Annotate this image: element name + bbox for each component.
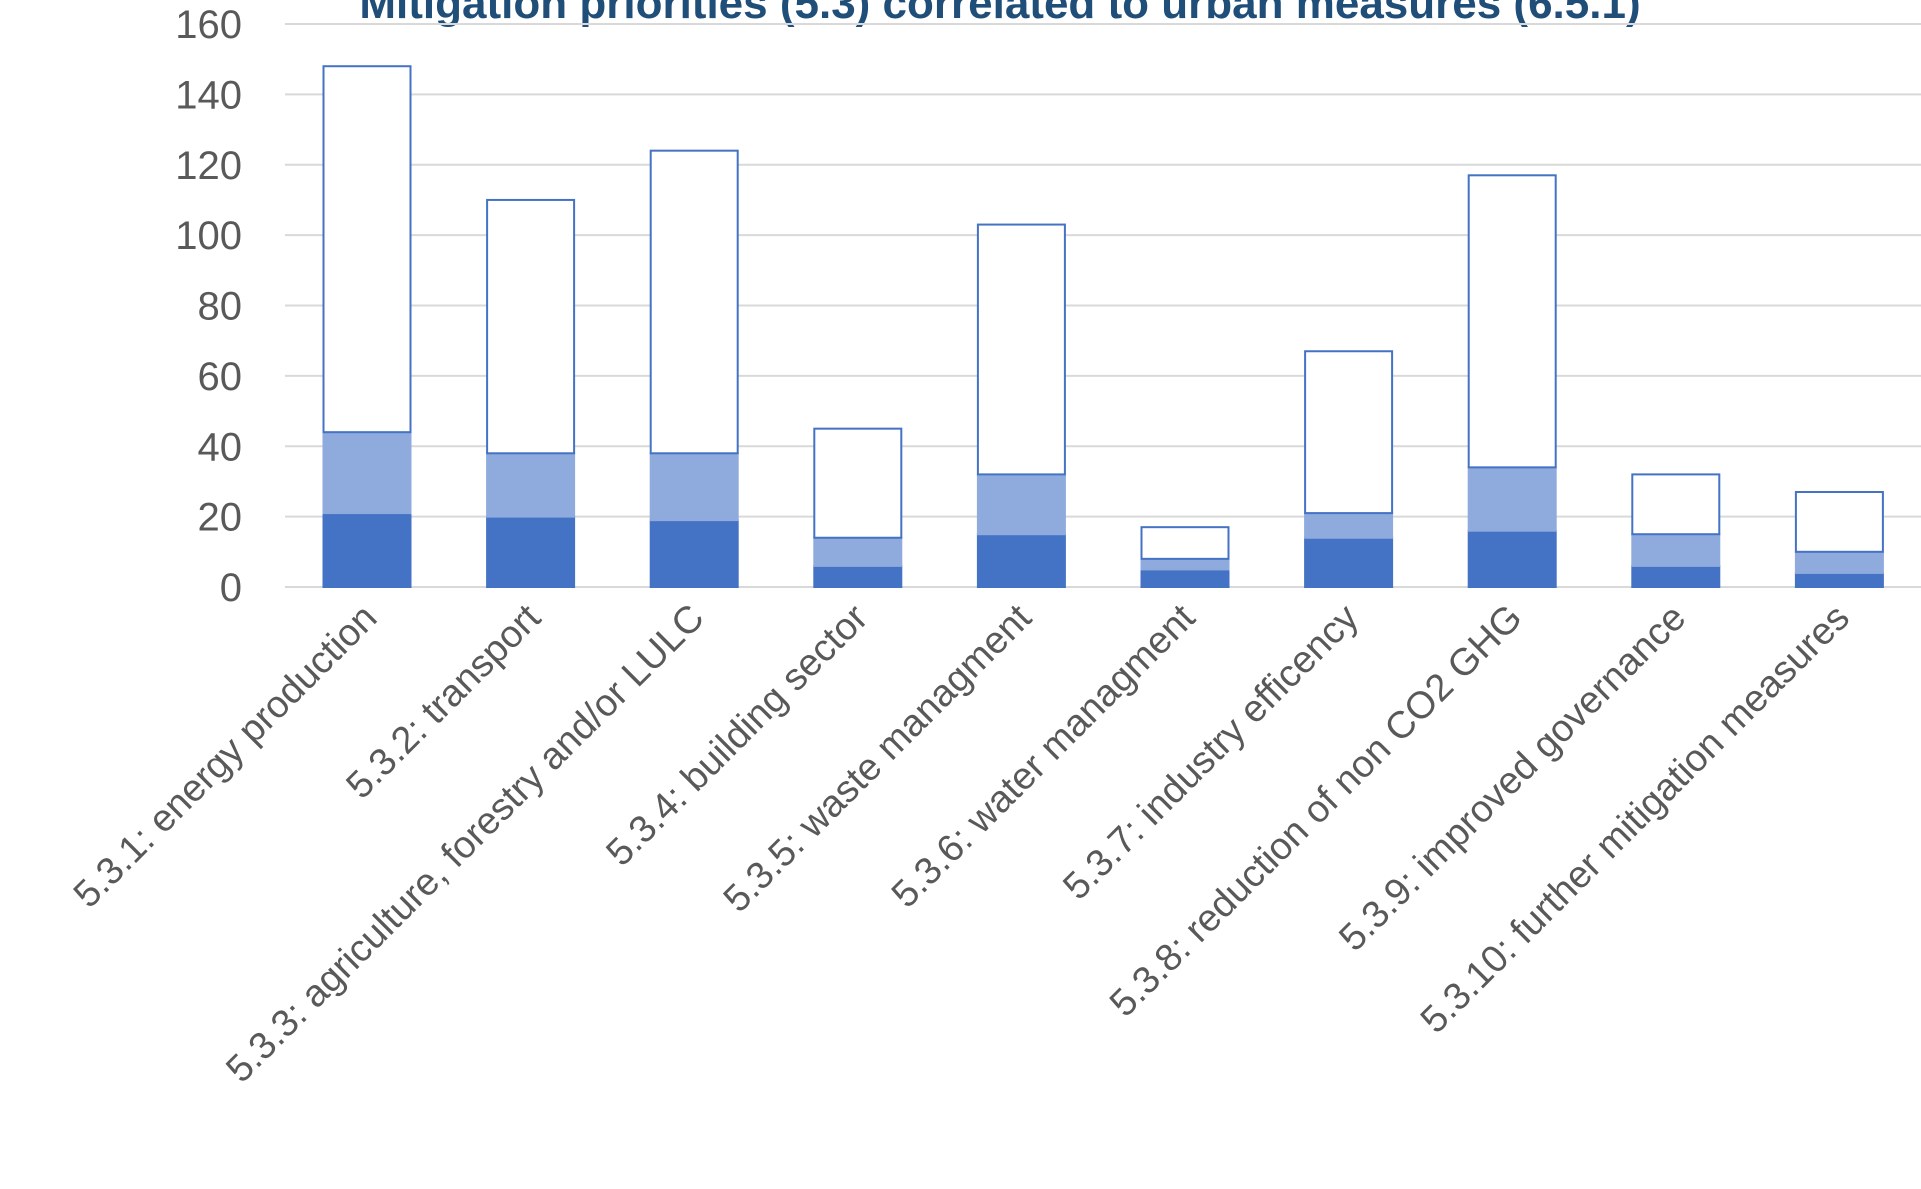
bar-segment-series-3	[322, 65, 412, 434]
bar-segment-series-3	[649, 149, 739, 455]
x-tick-label: 5.3.1: energy production	[66, 597, 386, 917]
bar-segment-series-1	[486, 515, 576, 588]
bar-segment-series-3	[1140, 526, 1230, 560]
y-tick-label: 40	[198, 425, 243, 469]
bar-segment-series-2	[976, 473, 1066, 536]
bar-segment-series-3	[1631, 473, 1721, 536]
bar-segment-series-1	[1631, 564, 1721, 589]
bar-segment-series-2	[1467, 466, 1557, 532]
y-tick-label: 140	[175, 73, 242, 117]
y-tick-label: 60	[198, 355, 243, 399]
bar-segment-series-2	[1304, 512, 1394, 539]
bar-segment-series-1	[976, 533, 1066, 588]
bar-segment-series-2	[1140, 557, 1230, 571]
y-tick-label: 20	[198, 496, 243, 540]
y-tick-label: 0	[220, 566, 242, 610]
bar-segment-series-3	[486, 198, 576, 455]
y-tick-label: 80	[198, 285, 243, 329]
bar-segment-series-1	[322, 512, 412, 589]
y-tick-label: 160	[175, 3, 242, 47]
bar-segment-series-1	[1467, 529, 1557, 589]
bar-segment-series-2	[486, 452, 576, 518]
x-tick-label: 5.3.9: improved governance	[1331, 597, 1694, 960]
bars	[322, 65, 1884, 589]
bar-segment-series-3	[1467, 174, 1557, 469]
y-tick-label: 100	[175, 214, 242, 258]
bar-segment-series-1	[649, 519, 739, 588]
bar-segment-series-3	[976, 223, 1066, 476]
bar-segment-series-2	[649, 452, 739, 522]
y-axis-ticks: 0 20 40 60 80 100 120 140 160	[175, 3, 242, 610]
bar-segment-series-2	[322, 431, 412, 515]
bar-segment-series-3	[1304, 350, 1394, 515]
bar-segment-series-1	[1794, 571, 1884, 588]
bar-segment-series-3	[1794, 490, 1884, 553]
bar-segment-series-2	[813, 536, 903, 567]
bar-segment-series-1	[1140, 568, 1230, 588]
bar-segment-series-1	[1304, 536, 1394, 588]
bar-segment-series-2	[1794, 550, 1884, 574]
x-tick-label: 5.3.7: industry efficency	[1055, 597, 1367, 909]
x-tick-label: 5.3.5: waste managment	[716, 596, 1040, 920]
bar-segment-series-2	[1631, 533, 1721, 567]
y-tick-label: 120	[175, 144, 242, 188]
bar-segment-series-1	[813, 564, 903, 589]
bar-segment-series-3	[813, 427, 903, 539]
x-tick-label: 5.3.6: water managment	[884, 596, 1204, 916]
